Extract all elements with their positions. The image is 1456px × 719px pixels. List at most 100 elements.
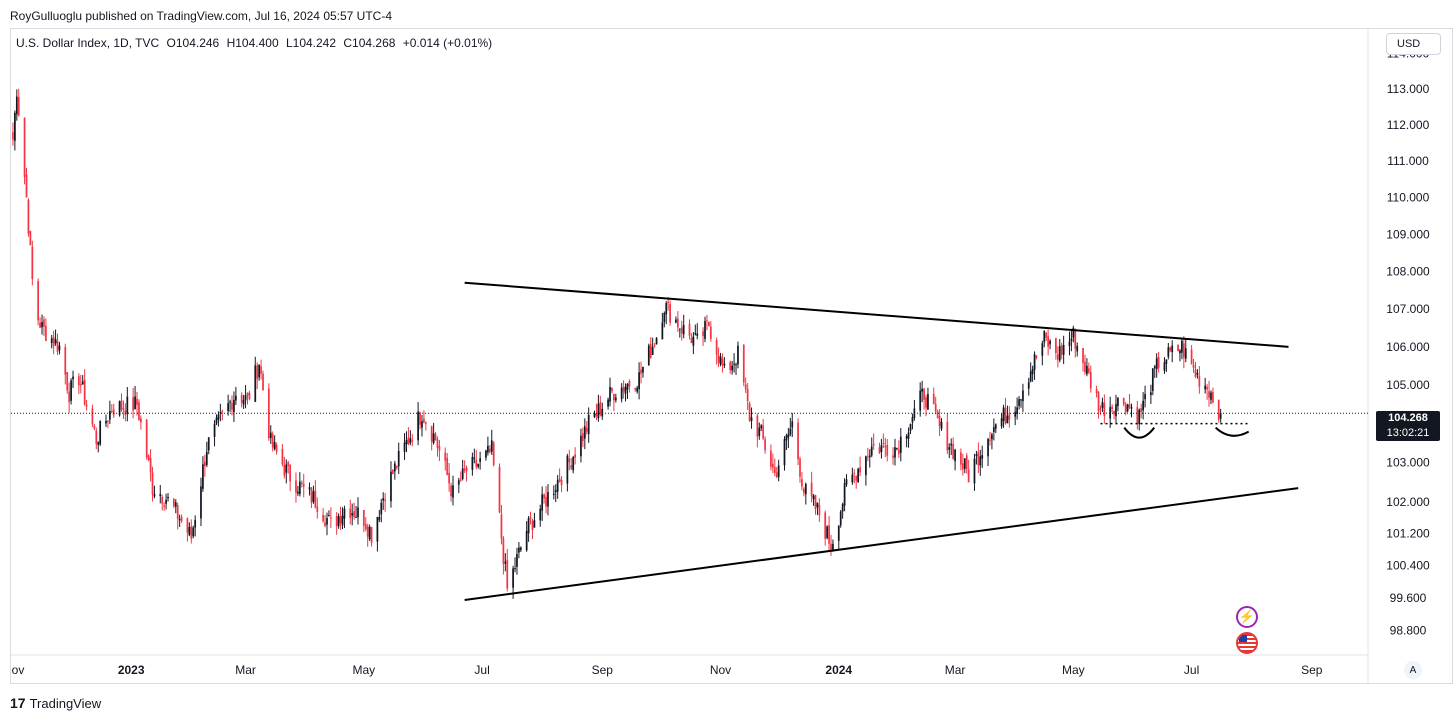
candle-body	[260, 366, 262, 374]
candle-body	[529, 517, 532, 519]
candle-body	[919, 390, 922, 411]
candle-body	[492, 442, 495, 466]
candle-body	[1169, 347, 1172, 351]
candle-body	[552, 493, 555, 495]
candle-body	[297, 491, 299, 494]
candle-body	[93, 425, 96, 429]
candle-body	[446, 458, 449, 476]
candle-body	[628, 381, 631, 387]
candle-body	[533, 520, 536, 528]
candle-body	[702, 331, 704, 337]
y-tick-label: 112.000	[1387, 118, 1430, 132]
candle-body	[682, 324, 685, 335]
candle-body	[1109, 407, 1112, 419]
candle-body	[281, 448, 284, 465]
candle-body	[692, 336, 695, 346]
lightning-icon[interactable]: ⚡	[1236, 606, 1258, 628]
candle-body	[79, 383, 82, 386]
candle-body	[607, 399, 609, 407]
candle-body	[1043, 331, 1046, 343]
candle-body	[1103, 403, 1106, 417]
candle-body	[991, 434, 993, 440]
candle-body	[403, 442, 406, 452]
candle-body	[37, 281, 40, 321]
x-tick-label: Jul	[474, 663, 489, 677]
candle-body	[339, 516, 342, 524]
candle-body	[432, 433, 435, 443]
candle-body	[328, 515, 330, 517]
candle-body	[678, 328, 681, 330]
candle-body	[946, 421, 949, 451]
candle-body	[434, 434, 437, 441]
candle-body	[729, 362, 732, 371]
candle-body	[624, 387, 627, 394]
candle-body	[896, 447, 898, 449]
candle-body	[1140, 407, 1143, 413]
candle-body	[110, 411, 113, 413]
candle-body	[1031, 369, 1034, 375]
candle-body	[828, 525, 830, 544]
candle-body	[694, 333, 697, 335]
candle-body	[285, 464, 288, 473]
candle-body	[1126, 404, 1129, 412]
candle-body	[161, 496, 164, 504]
candle-body	[417, 411, 419, 441]
candle-body	[149, 457, 152, 473]
candle-body	[471, 457, 474, 470]
candle-body	[832, 543, 834, 552]
candle-body	[611, 387, 613, 392]
candle-body	[172, 499, 175, 507]
candle-body	[987, 439, 989, 457]
candle-body	[1070, 338, 1073, 342]
candle-body	[1060, 345, 1063, 355]
candle-body	[721, 358, 724, 366]
candle-body	[647, 345, 650, 366]
candle-body	[667, 301, 670, 303]
candle-body	[353, 511, 355, 518]
us-flag-icon[interactable]	[1236, 632, 1258, 654]
candle-body	[463, 469, 466, 471]
candle-body	[138, 402, 140, 421]
candle-body	[1055, 338, 1057, 354]
candle-body	[1171, 345, 1174, 353]
candle-body	[256, 365, 259, 379]
candle-body	[488, 448, 491, 452]
candle-body	[461, 468, 464, 479]
candle-body	[934, 403, 937, 412]
candle-body	[680, 327, 683, 334]
candle-body	[1016, 407, 1018, 415]
candle-body	[1184, 348, 1187, 359]
candle-body	[409, 438, 412, 443]
candle-body	[91, 408, 94, 425]
candle-body	[14, 112, 16, 141]
candle-body	[459, 479, 462, 481]
candle-body	[178, 519, 181, 521]
bottom-arc-right	[1214, 426, 1250, 437]
candle-body	[750, 417, 753, 422]
candle-body	[954, 449, 956, 462]
candle-body	[357, 507, 359, 518]
candle-body	[457, 480, 460, 485]
legend-open: O104.246	[166, 36, 220, 50]
candle-body	[853, 472, 856, 474]
candle-body	[882, 442, 885, 444]
candle-body	[233, 399, 235, 412]
candle-body	[165, 499, 167, 504]
candle-body	[1086, 365, 1088, 374]
x-tick-label: 2024	[825, 663, 852, 677]
candle-body	[68, 391, 71, 403]
candle-body	[72, 376, 74, 380]
candle-body	[326, 518, 328, 525]
candle-body	[1047, 336, 1050, 347]
candle-body	[1004, 408, 1007, 424]
currency-button[interactable]: USD	[1386, 33, 1441, 55]
candle-body	[1111, 406, 1113, 409]
candle-body	[1136, 407, 1139, 425]
candle-body	[506, 559, 509, 589]
candle-body	[897, 449, 900, 454]
candle-body	[77, 376, 80, 386]
auto-scale-button[interactable]: A	[1404, 661, 1422, 679]
candle-body	[1000, 418, 1003, 427]
candle-body	[531, 520, 534, 531]
